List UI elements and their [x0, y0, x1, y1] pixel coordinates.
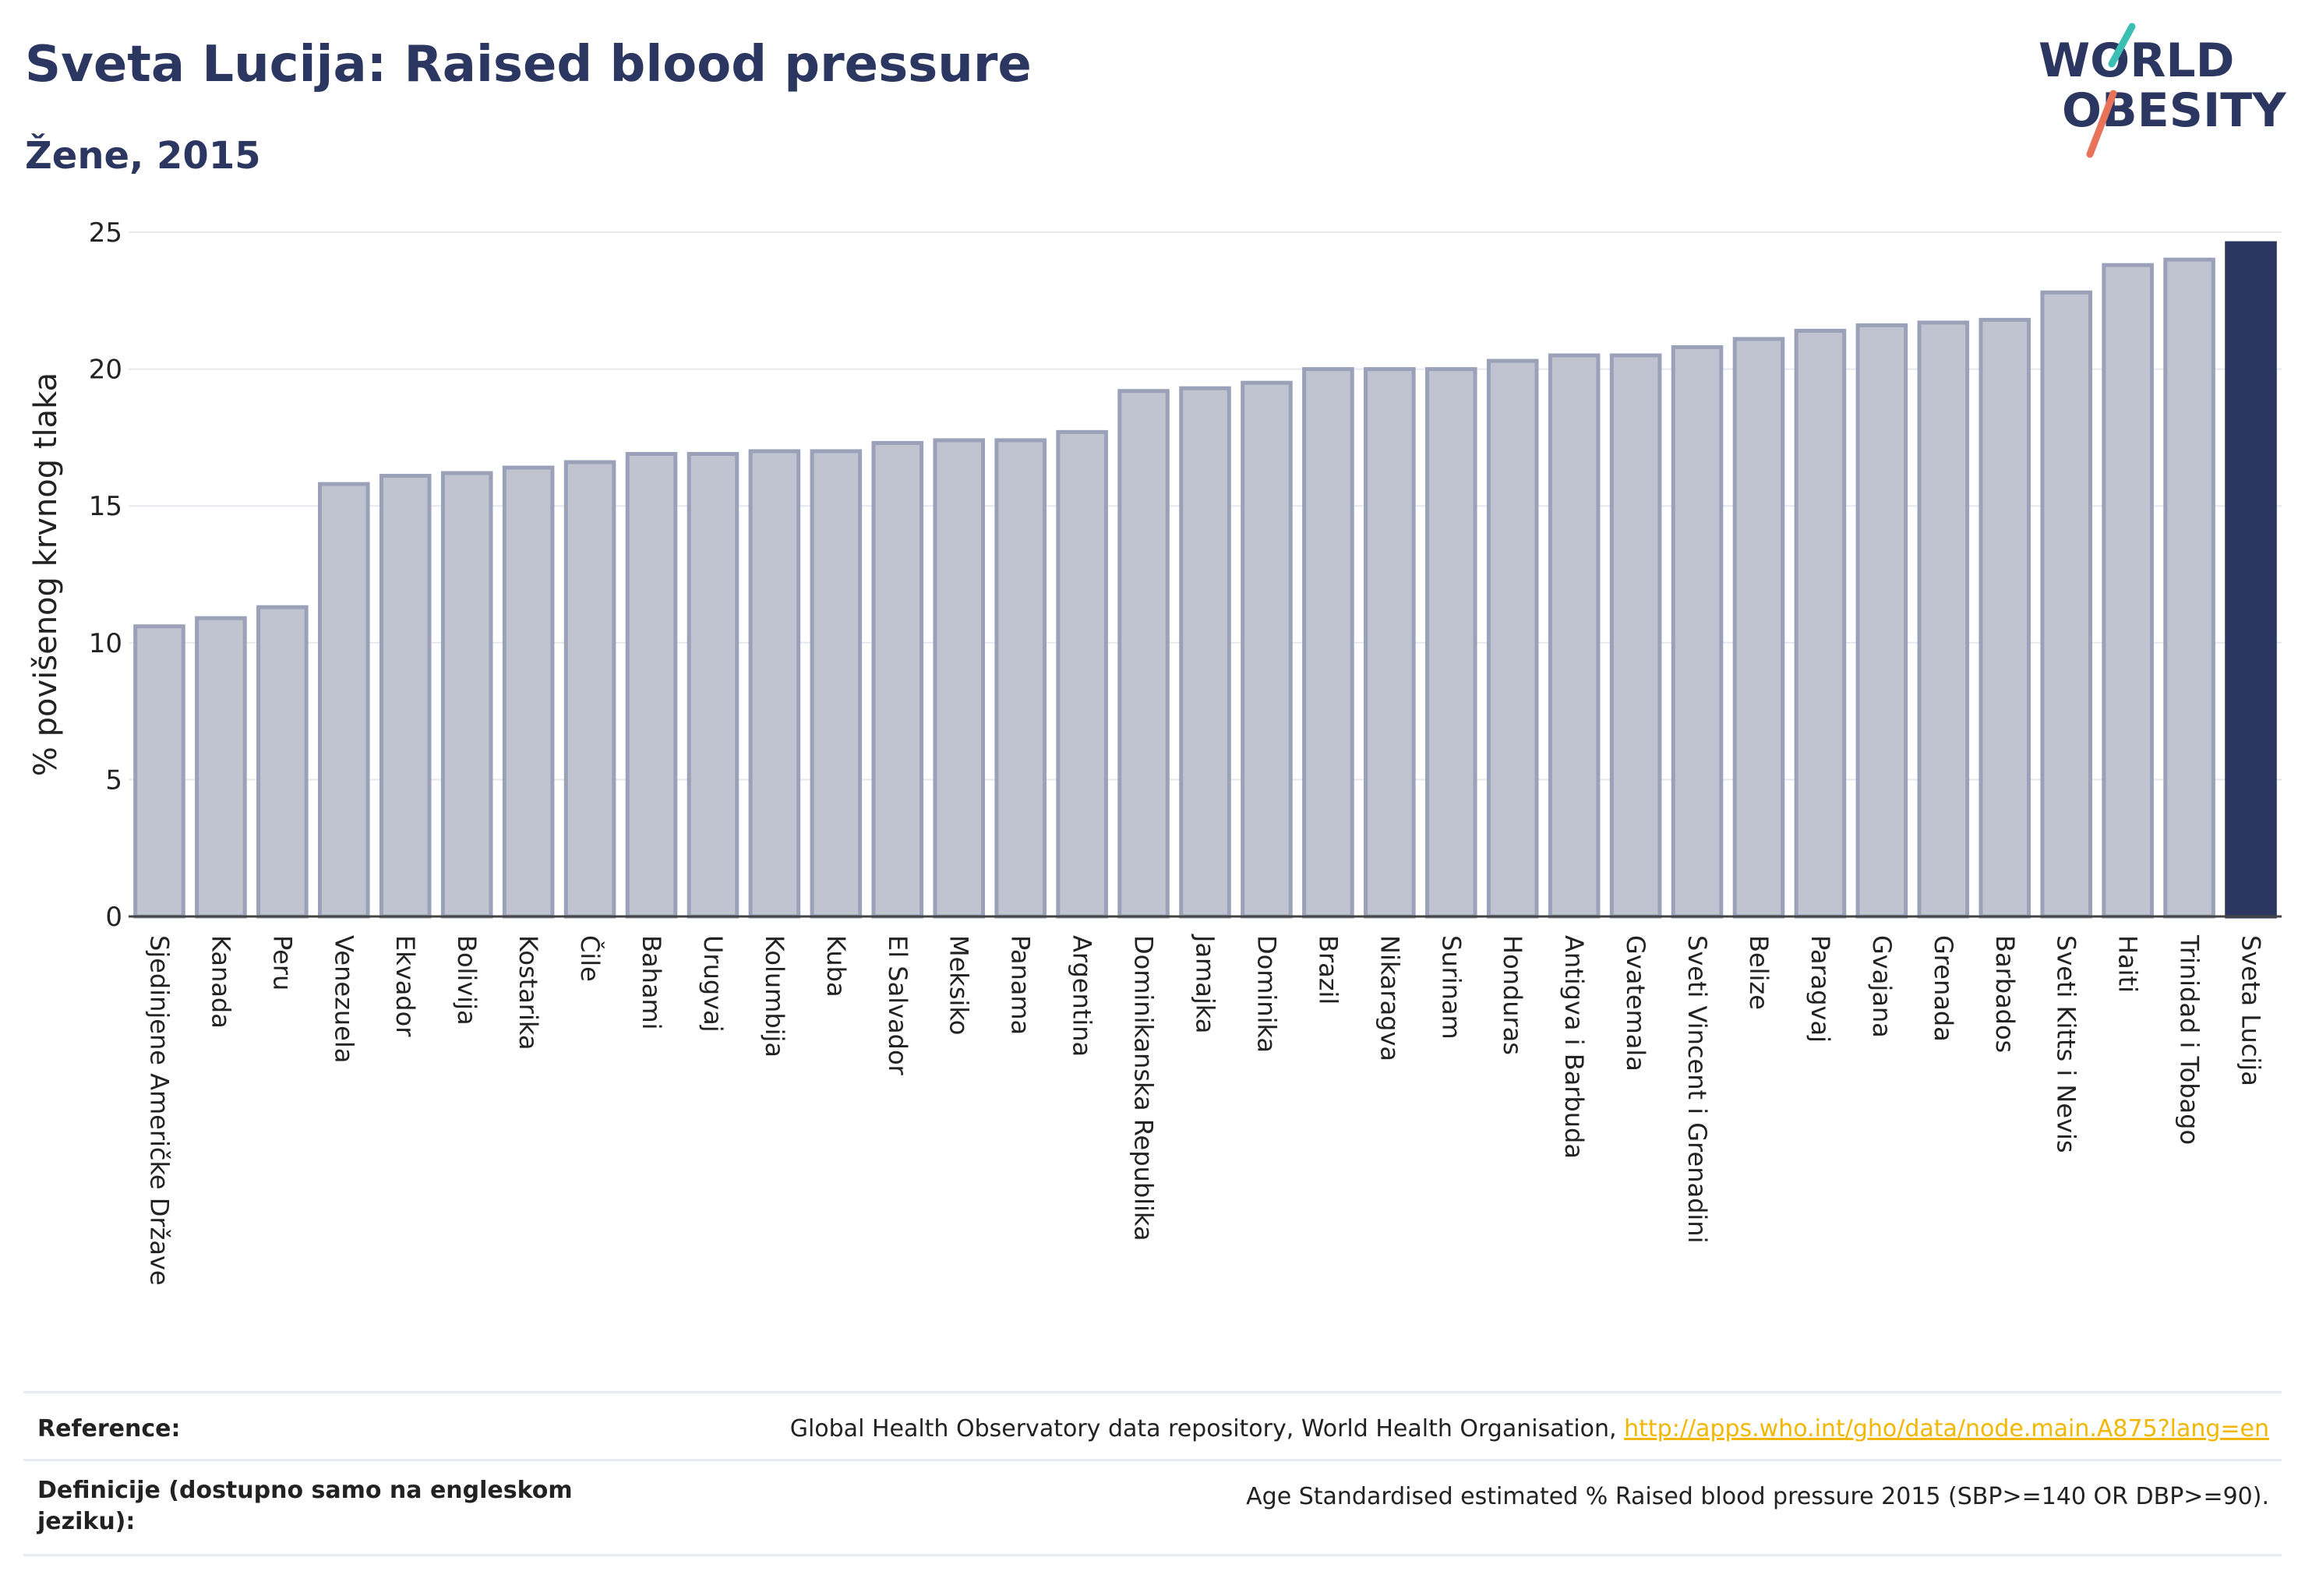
x-category-label: Gvatemala [1621, 935, 1650, 1072]
x-category-label: Paragvaj [1806, 935, 1835, 1043]
y-axis-label: % povišenog krvnog tlaka [28, 373, 64, 776]
y-tick-label: 10 [89, 628, 122, 659]
x-category-label: Gvajana [1867, 935, 1897, 1038]
x-category-label: Dominika [1251, 935, 1281, 1053]
x-category-label: Kostarika [514, 935, 543, 1050]
bar [1241, 380, 1293, 919]
bar [1056, 429, 1108, 919]
bar [1548, 353, 1601, 919]
y-tick-label: 0 [105, 902, 122, 933]
x-category-label: Sjedinjene Američke Države [144, 935, 174, 1286]
logo-slash-coral [2086, 90, 2117, 158]
x-category-label: Dominikanska Republika [1129, 935, 1159, 1241]
x-category-label: Panama [1006, 935, 1036, 1035]
x-category-label: Kuba [821, 935, 851, 998]
y-tick-label: 15 [89, 491, 122, 522]
y-tick-label: 25 [89, 217, 122, 249]
x-category-label: Surinam [1436, 935, 1466, 1040]
bar [687, 451, 740, 919]
definition-label: Definicije (dostupno samo na engleskom j… [37, 1477, 573, 1535]
x-category-label: Barbados [1990, 935, 2020, 1053]
bar [2102, 263, 2154, 919]
x-category-label: Meksiko [944, 935, 974, 1035]
x-category-label: Sveti Vincent i Grenadini [1682, 935, 1712, 1243]
bar [994, 438, 1047, 919]
x-category-label: Nikaragva [1375, 935, 1404, 1061]
x-category-label: Kolumbija [760, 935, 789, 1058]
x-category-label: Ekvador [390, 935, 420, 1037]
x-category-label: Sveti Kitts i Nevis [2052, 935, 2081, 1153]
x-category-label: Bahami [637, 935, 666, 1030]
bar [1794, 328, 1847, 919]
bar [1424, 367, 1477, 919]
bar [933, 438, 986, 919]
reference-link[interactable]: http://apps.who.int/gho/data/node.main.A… [1624, 1415, 2269, 1442]
logo-slash-teal [2108, 23, 2136, 68]
logo-line1: WORLD [2038, 34, 2234, 88]
x-category-label: Antigva i Barbuda [1559, 935, 1589, 1159]
reference-label: Reference: [37, 1415, 181, 1442]
footer-bottom-rule [23, 1554, 2282, 1556]
x-category-label: Jamajka [1191, 934, 1220, 1033]
bar [1732, 337, 1785, 919]
bar [1302, 367, 1354, 919]
world-obesity-logo: WORLD OBESITY [2038, 23, 2287, 158]
bar [440, 471, 493, 919]
x-category-label: Honduras [1498, 935, 1527, 1055]
x-category-label: Belize [1744, 935, 1774, 1010]
reference-text: Global Health Observatory data repositor… [789, 1415, 1617, 1442]
bar-chart: 0 5 10 15 20 25 % povišenog krvnog tlaka Sjedin… [28, 217, 2282, 1286]
bar [1917, 320, 1970, 919]
bar [1855, 323, 1908, 919]
footer-reference-row: Reference: Global Health Observatory dat… [23, 1391, 2282, 1464]
bar [1978, 317, 2031, 919]
x-category-label: Haiti [2113, 935, 2143, 993]
x-category-label: El Salvador [883, 935, 912, 1076]
x-category-label: Kanada [206, 935, 235, 1029]
bar [563, 460, 616, 919]
bar [1671, 345, 1724, 919]
bar [502, 465, 555, 919]
bar [625, 451, 678, 919]
x-category-label: Čile [575, 935, 605, 982]
footer-definition-row: Definicije (dostupno samo na engleskom j… [23, 1459, 2282, 1556]
bar [256, 605, 309, 919]
bar [1179, 386, 1231, 919]
bar [2040, 290, 2092, 919]
x-category-label: Brazil [1313, 935, 1343, 1005]
definition-text: Age Standardised estimated % Raised bloo… [1246, 1483, 2269, 1510]
x-category-label: Bolivija [452, 935, 482, 1026]
bar [810, 449, 863, 919]
bar [2225, 241, 2277, 919]
x-category-label: Argentina [1068, 935, 1097, 1057]
y-tick-label: 20 [89, 355, 122, 386]
x-category-label: Trinidad i Tobago [2175, 934, 2204, 1145]
bar [195, 616, 247, 919]
bar [1609, 353, 1662, 919]
bar [748, 449, 801, 919]
chart-title: Sveta Lucija: Raised blood pressure [25, 36, 1032, 94]
reference-value: Global Health Observatory data repositor… [790, 1414, 2269, 1445]
chart-subtitle: Žene, 2015 [25, 134, 261, 178]
bar [133, 624, 185, 919]
y-tick-label: 5 [105, 764, 122, 796]
x-category-label: Urugvaj [698, 935, 728, 1033]
x-category-label: Peru [267, 935, 297, 990]
bar [871, 440, 924, 919]
x-category-label: Grenada [1929, 935, 1958, 1042]
bar [1364, 367, 1416, 919]
bar [318, 482, 370, 919]
bar [2163, 257, 2215, 919]
x-category-label: Sveta Lucija [2236, 935, 2266, 1086]
x-category-label: Venezuela [329, 935, 358, 1063]
bar [379, 474, 432, 919]
bar [1486, 358, 1539, 919]
bar [1117, 389, 1170, 919]
